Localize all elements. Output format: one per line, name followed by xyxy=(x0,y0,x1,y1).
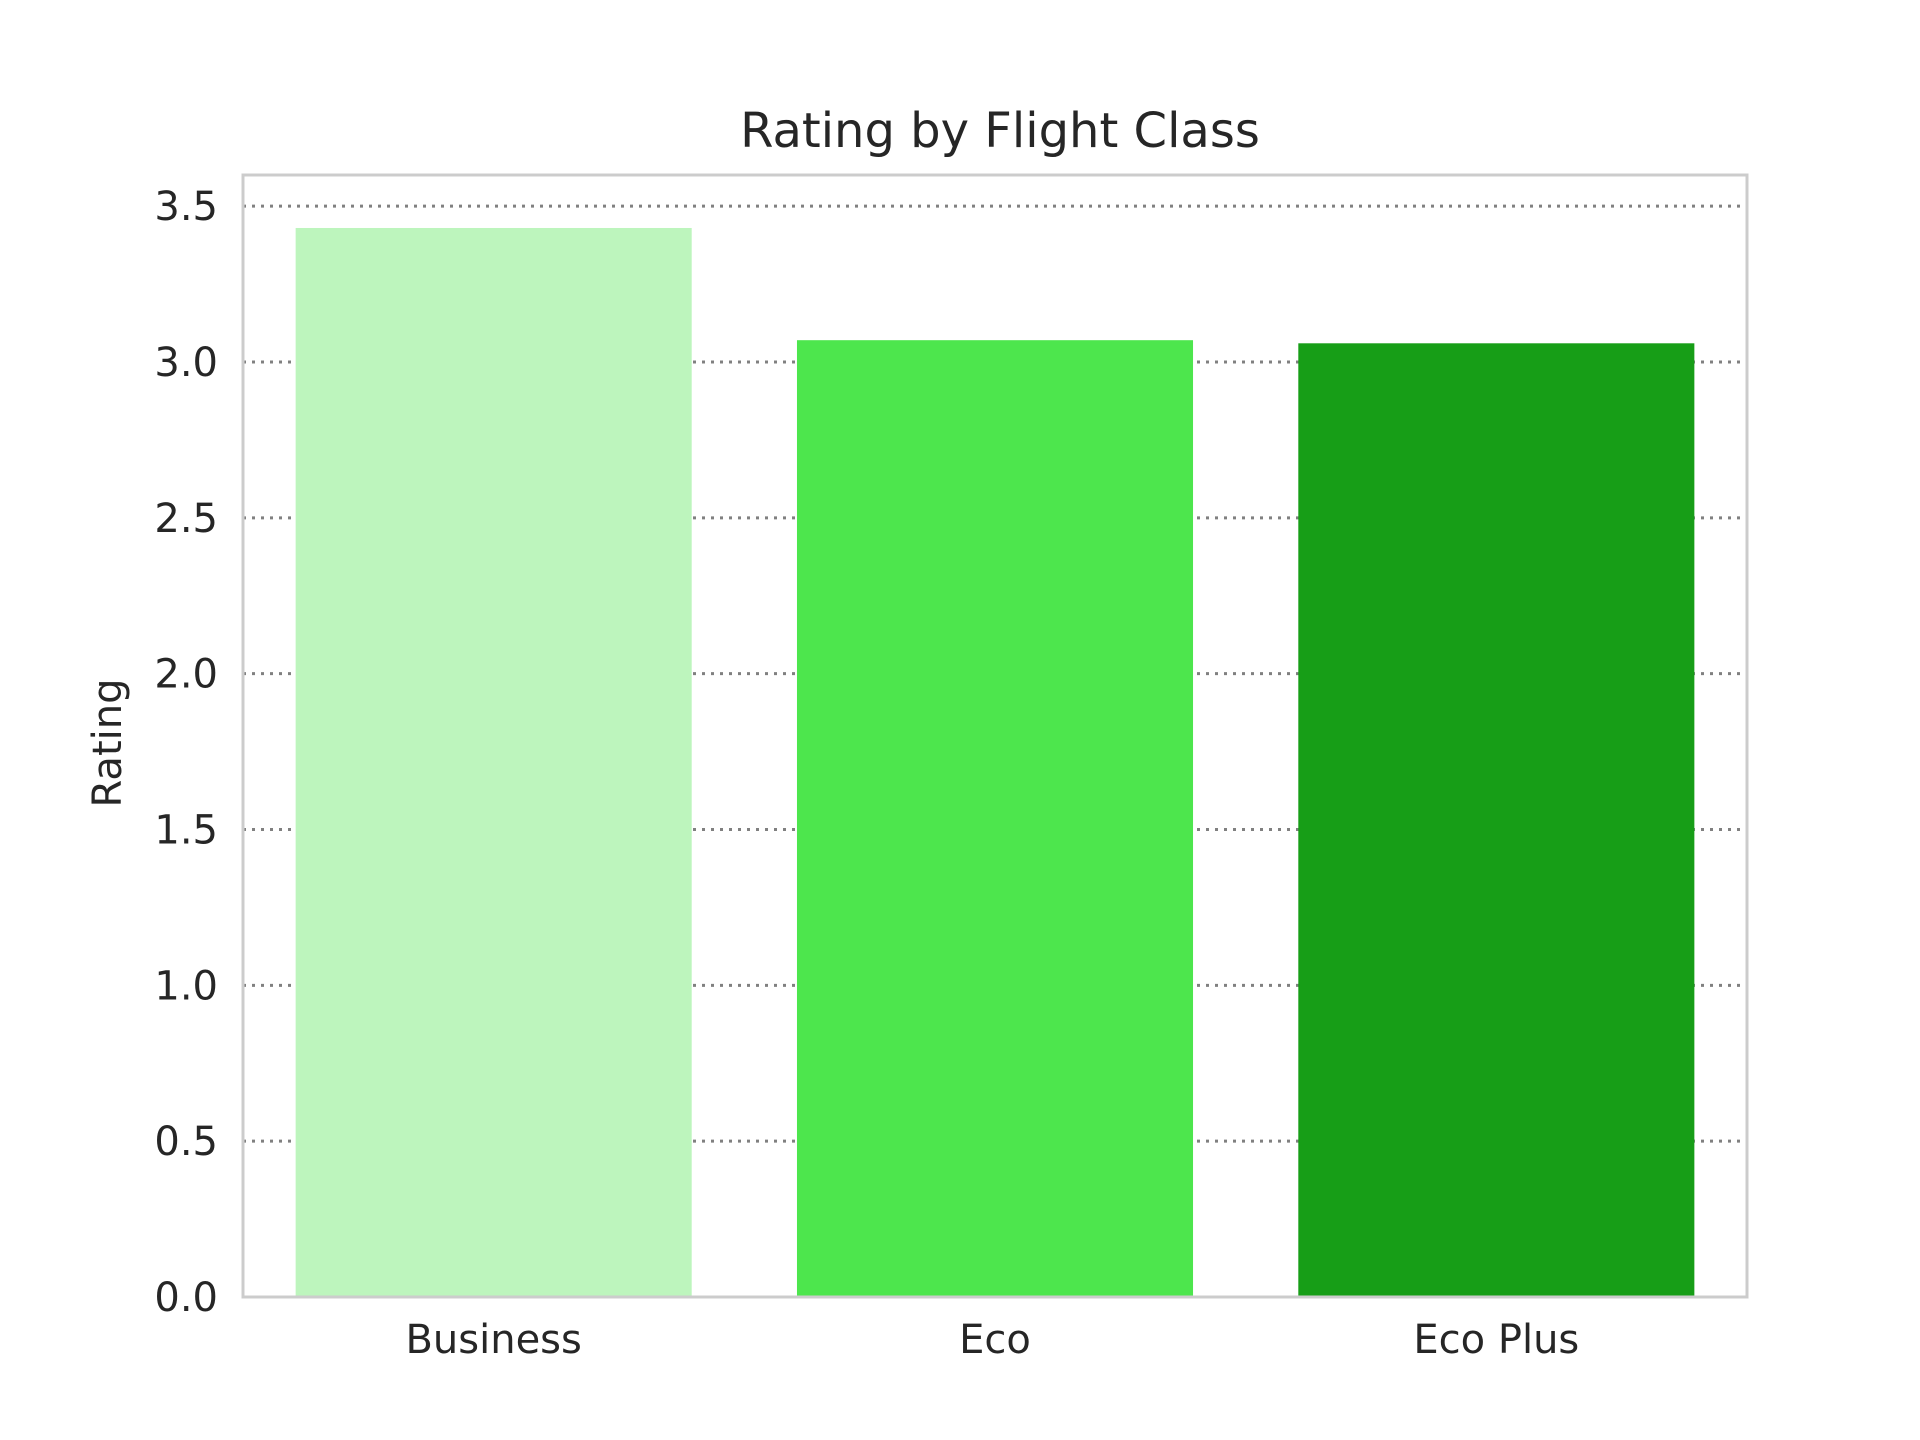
y-tick-label: 1.5 xyxy=(154,808,218,854)
y-axis-label: Rating xyxy=(85,679,131,808)
y-tick-label: 1.0 xyxy=(154,963,218,1009)
plot-frame xyxy=(241,173,1749,1299)
bars xyxy=(295,227,1695,1297)
y-tick-label: 0.0 xyxy=(154,1275,218,1321)
bar-eco xyxy=(796,340,1194,1297)
x-tick-label: Eco xyxy=(959,1317,1031,1363)
chart-title: Rating by Flight Class xyxy=(740,103,1260,159)
y-tick-label: 3.0 xyxy=(154,340,218,386)
y-tick-label: 0.5 xyxy=(154,1119,218,1165)
y-axis-ticks: 0.0 0.5 1.0 1.5 2.0 2.5 3.0 3.5 xyxy=(154,184,218,1321)
y-tick-label: 3.5 xyxy=(154,184,218,230)
bar-eco-plus xyxy=(1298,343,1695,1297)
x-tick-label: Eco Plus xyxy=(1413,1317,1579,1363)
y-tick-label: 2.5 xyxy=(154,496,218,542)
x-tick-label: Business xyxy=(405,1317,581,1363)
bar-business xyxy=(295,227,692,1297)
y-tick-label: 2.0 xyxy=(154,652,218,698)
x-axis-ticks: Business Eco Eco Plus xyxy=(405,1317,1579,1363)
